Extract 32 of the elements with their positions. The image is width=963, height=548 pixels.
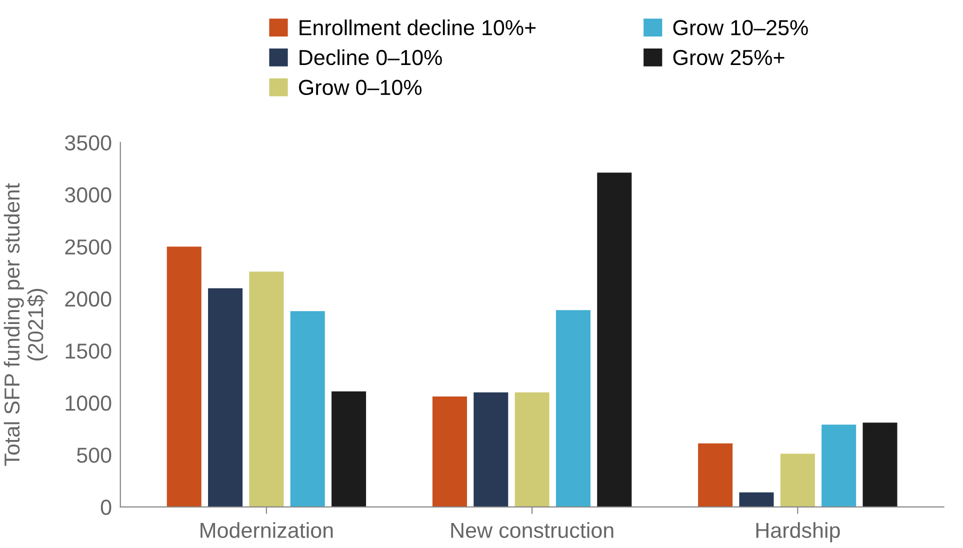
bar [514, 392, 550, 507]
legend-label: Grow 0–10% [298, 80, 422, 96]
x-tick-label: New construction [451, 522, 614, 538]
y-axis-title: Total SFP funding per student (2021$) [4, 183, 48, 466]
bar [556, 310, 590, 507]
bar [474, 392, 508, 507]
y-tick-label: 2500 [65, 239, 112, 255]
x-tick-label: Hardship [756, 522, 840, 542]
bar [332, 391, 366, 507]
bar [290, 311, 325, 507]
y-tick-label: 3000 [64, 187, 112, 203]
bar [862, 422, 898, 507]
bar [739, 492, 774, 507]
x-tick-label: Modernization [200, 522, 333, 538]
y-tick-label: 500 [76, 448, 112, 463]
y-tick-label: 1000 [66, 396, 112, 411]
y-tick-label: 1500 [66, 343, 112, 359]
bar [432, 396, 467, 507]
legend-label: Enrollment decline 10%+ [300, 19, 536, 36]
legend-label: Decline 0–10% [300, 49, 442, 66]
y-tick-label: 2000 [65, 291, 112, 307]
legend-label: Grow 25%+ [673, 50, 784, 66]
bar [208, 288, 243, 507]
bar [166, 246, 202, 507]
bar [780, 454, 815, 507]
y-tick-label: 3500 [64, 135, 112, 150]
legend-label: Grow 10–25% [673, 20, 808, 36]
bar [822, 424, 856, 507]
bar [597, 172, 632, 507]
bar [249, 272, 284, 507]
y-tick-label: 0 [100, 500, 112, 515]
bar [698, 443, 733, 507]
